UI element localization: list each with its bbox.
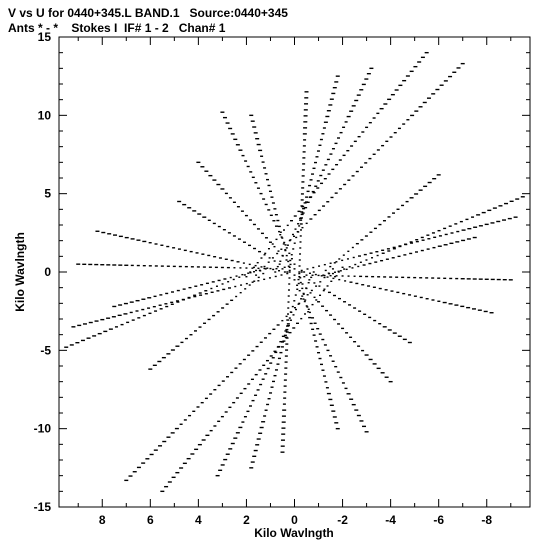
axis-ticks	[59, 36, 530, 508]
x-tick-label: 0	[291, 513, 298, 527]
x-tick-label: 4	[195, 513, 202, 527]
y-axis-label: Kilo Wavlngth	[13, 232, 27, 312]
x-tick-label: -6	[433, 513, 444, 527]
plot-frame	[58, 36, 531, 508]
x-tick-label: -4	[385, 513, 396, 527]
y-tick-label: 5	[44, 187, 51, 201]
y-tick-label: 10	[38, 108, 52, 122]
y-tick-label: -10	[34, 422, 52, 436]
x-tick-label: 2	[243, 513, 250, 527]
axis-tick-labels: 8 6 4 2 0 -2 -4 -6 -8 15 10 5 0 -5 -10 -15	[34, 30, 493, 527]
y-tick-label: 15	[38, 30, 52, 44]
chart-title-line2: Ants * - * Stokes I IF# 1 - 2 Chan# 1	[8, 21, 226, 35]
x-tick-label: 8	[99, 513, 106, 527]
x-axis-label: Kilo Wavlngth	[254, 526, 334, 540]
y-tick-label: -15	[34, 500, 52, 514]
y-tick-label: -5	[40, 343, 51, 357]
x-tick-label: -2	[337, 513, 348, 527]
y-tick-label: 0	[44, 265, 51, 279]
uv-points	[64, 51, 525, 493]
x-tick-label: 6	[147, 513, 154, 527]
chart-title-line1: V vs U for 0440+345.L BAND.1 Source:0440…	[8, 6, 288, 20]
x-tick-label: -8	[481, 513, 492, 527]
